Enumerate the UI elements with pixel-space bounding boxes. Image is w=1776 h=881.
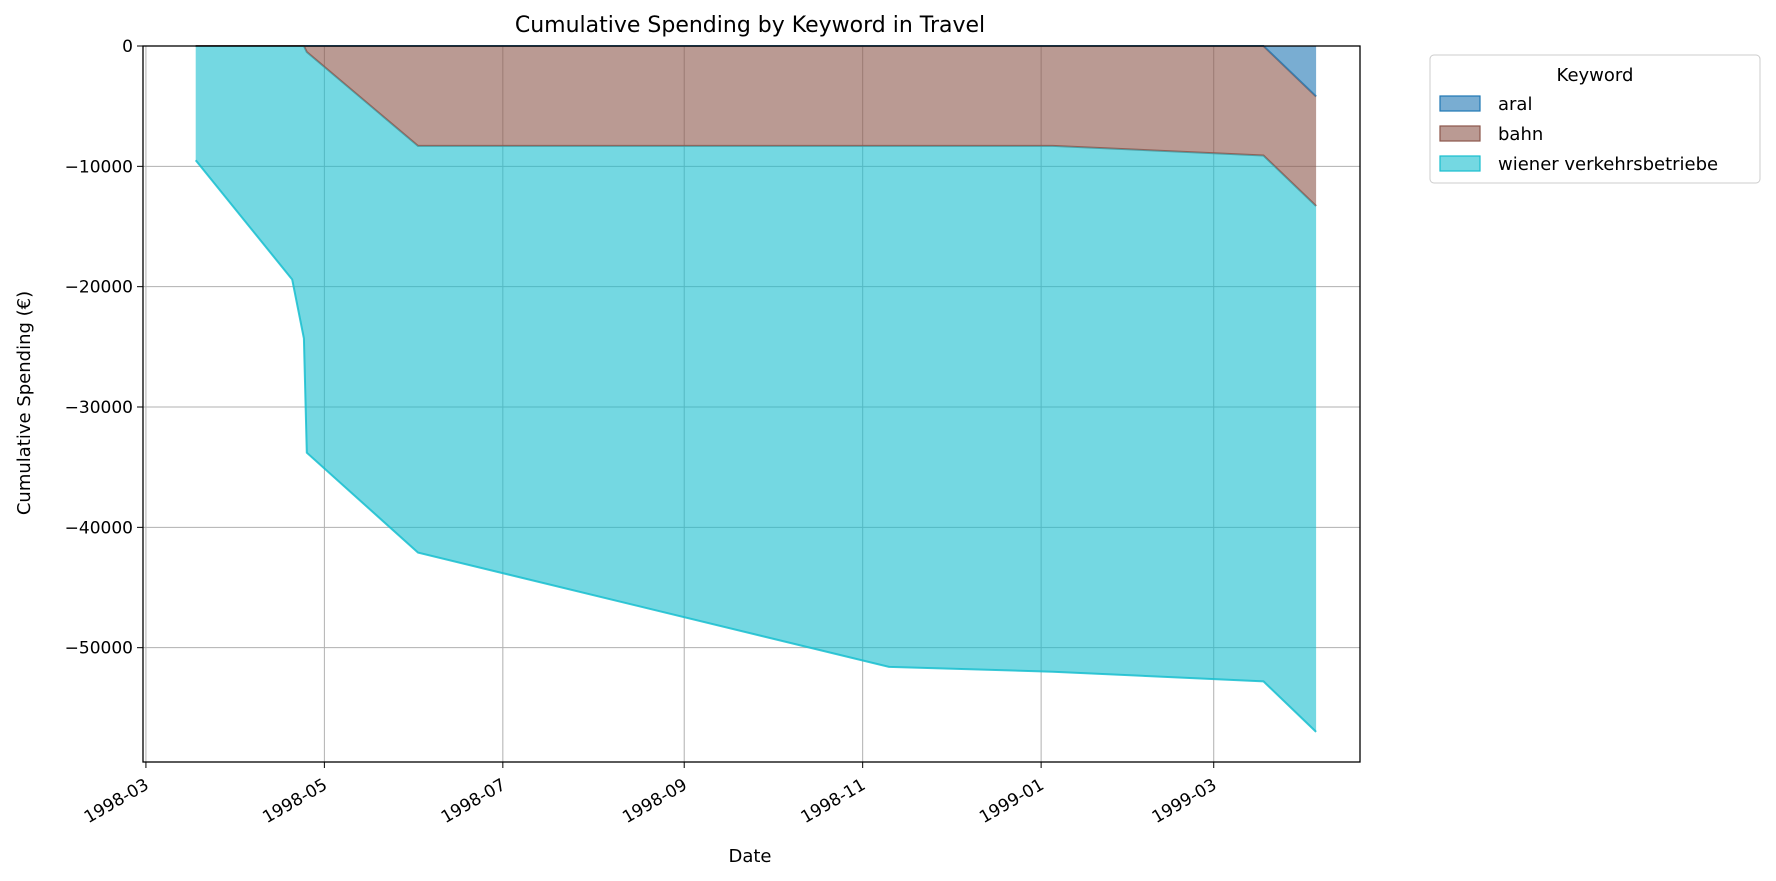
chart-title: Cumulative Spending by Keyword in Travel: [515, 13, 985, 38]
area-wiener-verkehrsbetriebe: [195, 46, 1317, 732]
legend-label-aral: aral: [1498, 94, 1532, 115]
x-tick-label: 1998-09: [619, 775, 691, 828]
x-tick-label: 1998-11: [798, 775, 870, 828]
x-tick-label: 1998-05: [259, 775, 331, 828]
legend-title: Keyword: [1557, 65, 1634, 86]
legend-label-bahn: bahn: [1498, 124, 1543, 145]
y-tick-label: −30000: [65, 398, 133, 418]
legend-swatch-bahn: [1439, 125, 1481, 142]
legend-swatch-wiener-verkehrsbetriebe: [1439, 155, 1481, 172]
x-tick-label: 1998-07: [438, 775, 510, 828]
legend-label-wiener-verkehrsbetriebe: wiener verkehrsbetriebe: [1498, 154, 1718, 175]
line-wiener-verkehrsbetriebe: [194, 159, 1317, 733]
legend-items: aral bahn wiener verkehrsbetriebe: [1439, 94, 1718, 175]
x-axis-title: Date: [728, 846, 771, 867]
y-tick-label: −20000: [65, 278, 133, 298]
legend-frame: [1429, 54, 1761, 184]
axes-frame: [142, 45, 1361, 763]
x-tick-label: 1999-03: [1149, 775, 1221, 828]
y-tick-label: 0: [122, 37, 133, 57]
x-tick-label: 1999-01: [976, 775, 1048, 828]
x-tick-label: 1998-03: [81, 775, 153, 828]
legend: Keyword aral bahn wiener verkehrsbetriebe: [1429, 54, 1761, 184]
y-tick-label: −10000: [65, 157, 133, 177]
plot-area: 1998-03 1998-05 1998-07 1998-09 1998-11 1999-…: [65, 37, 1361, 828]
area-bahn: [195, 46, 1317, 206]
y-axis-title: Cumulative Spending (€): [14, 291, 35, 515]
y-tick-label: −50000: [65, 639, 133, 659]
y-tick-label: −40000: [65, 518, 133, 538]
legend-swatch-aral: [1439, 95, 1481, 112]
